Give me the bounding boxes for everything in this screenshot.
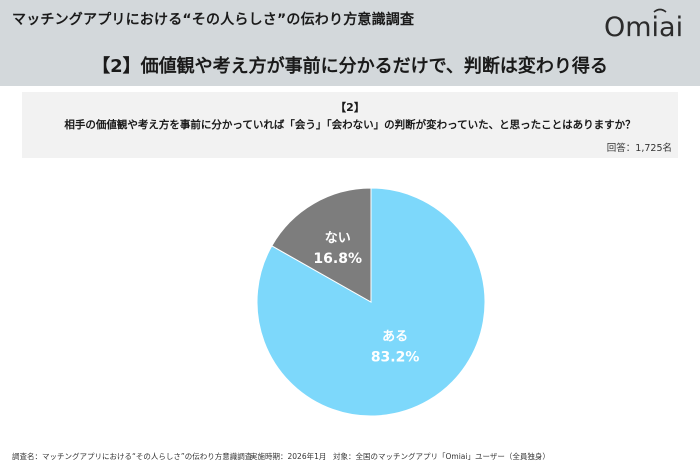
question-box: 【2】 相手の価値観や考え方を事前に分かっていれば「会う」「会わない」の判断が変… (22, 92, 678, 158)
respondent-count: 回答：1,725名 (606, 143, 672, 154)
slice-label: ある (382, 329, 408, 344)
footer-notes: 調査名：マッチングアプリにおける“その人らしさ”の伝わり方意識調査 実施時期：2… (0, 447, 700, 467)
omiai-logo: Omiai (604, 8, 683, 43)
survey-title: マッチングアプリにおける“その人らしさ”の伝わり方意識調査 (12, 12, 415, 28)
pie-slice-no (271, 187, 372, 303)
footer-period: 実施時期：2026年1月 (250, 452, 327, 461)
question-text: 相手の価値観や考え方を事前に分かっていれば「会う」「会わない」の判断が変わってい… (64, 119, 636, 131)
slice-value-label: 16.8% (313, 251, 362, 267)
section-heading: 【2】価値観や考え方が事前に分かるだけで、判断は変わり得る (92, 56, 608, 77)
question-number: 【2】 (335, 101, 365, 114)
svg-text:Omiai: Omiai (604, 12, 683, 43)
pie-chart: ある 83.2% ない 16.8% (256, 187, 486, 417)
footer-target: 対象：全国のマッチングアプリ「Omiai」ユーザー（全員独身） (333, 452, 550, 461)
footer-survey-name: 調査名：マッチングアプリにおける“その人らしさ”の伝わり方意識調査 (12, 452, 253, 461)
header-band: マッチングアプリにおける“その人らしさ”の伝わり方意識調査 Omiai 【2】価… (0, 0, 700, 86)
slice-value-label: 83.2% (371, 349, 420, 365)
slice-label: ない (325, 231, 351, 246)
